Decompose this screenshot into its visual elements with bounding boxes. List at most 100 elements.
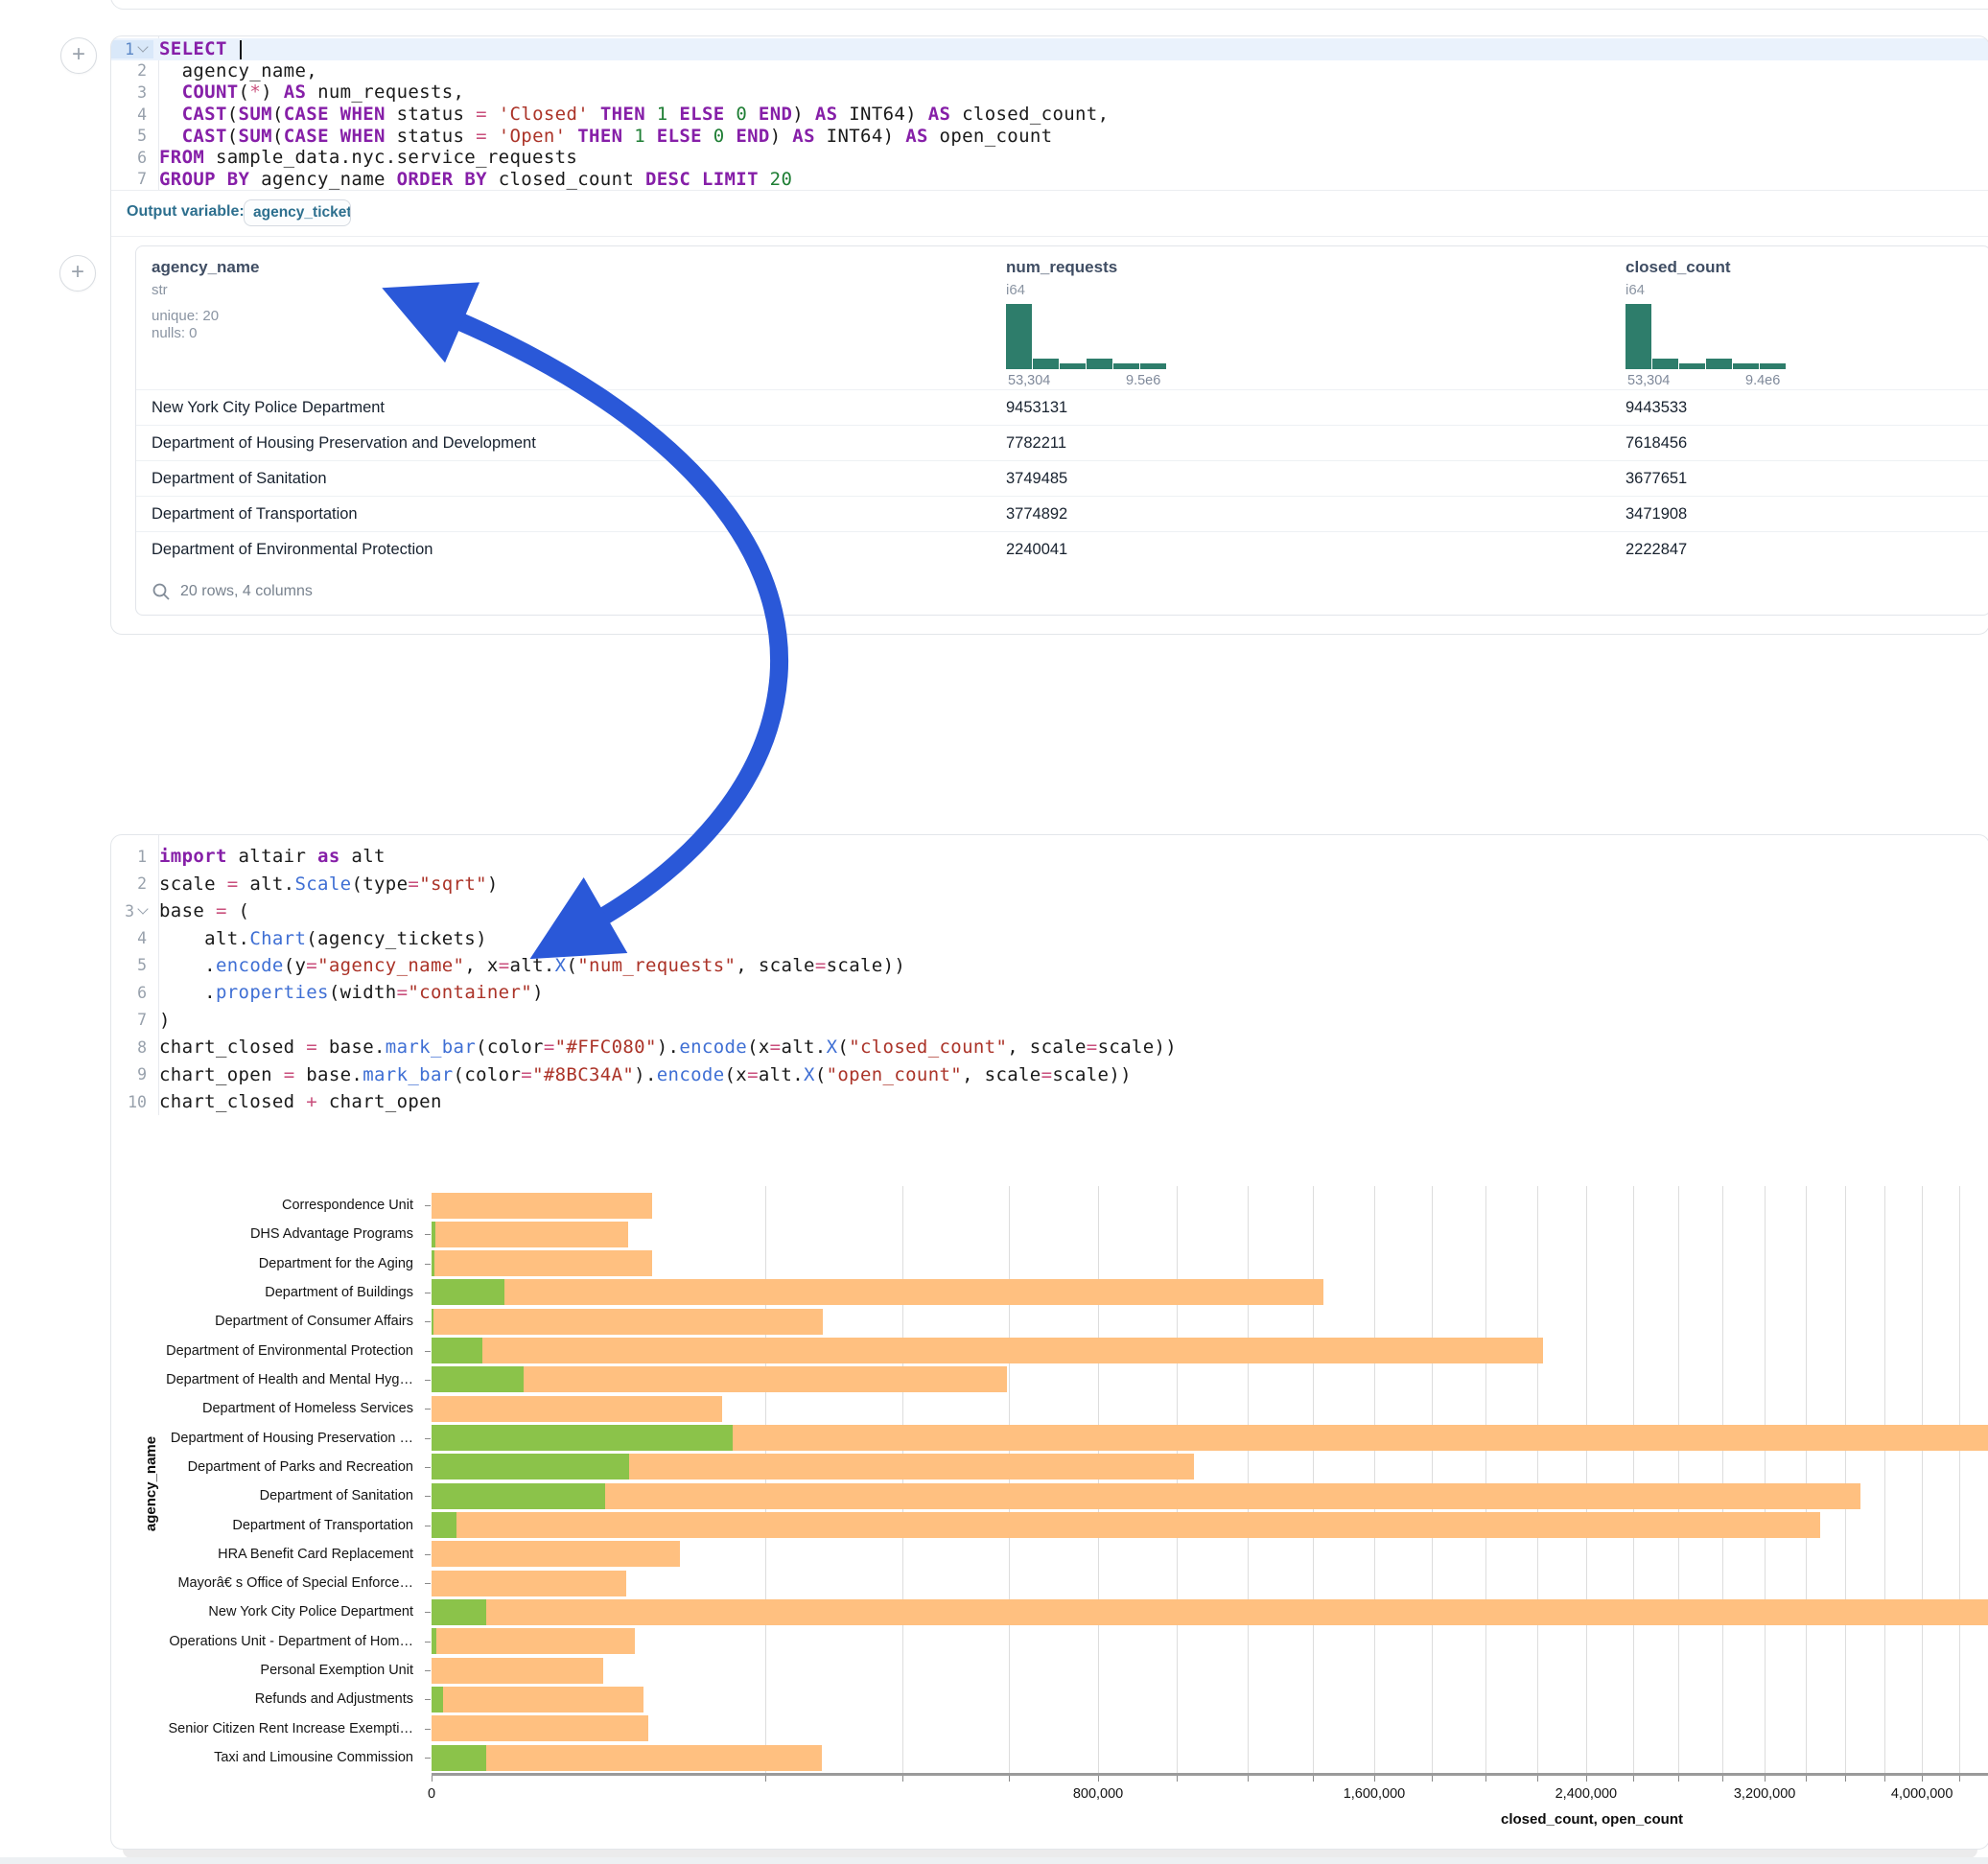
table-cell: 3749485 [1006,470,1068,487]
bar-open_count [432,1425,734,1452]
table-row[interactable]: New York City Police Department 9453131 94… [136,389,1988,426]
y-axis-tick [425,1234,431,1236]
x-axis-tick [1177,1776,1179,1782]
output-variable-pill[interactable]: agency_tickets [244,199,351,226]
bar-closed_count [432,1744,822,1771]
y-axis-label: Department of Consumer Affairs [215,1314,413,1330]
code-text: .encode(y="agency_name", x=alt.X("num_re… [159,954,906,976]
line-number: 9 [137,1065,147,1084]
column-meta: unique: 20 [152,308,220,324]
line-number: 2 [137,874,147,894]
table-row[interactable]: Department of Sanitation 3749485 3677651 [136,460,1988,497]
page-bottom-band [0,1857,1988,1864]
bar-closed_count [432,1250,652,1277]
y-axis-label: HRA Benefit Card Replacement [218,1546,413,1562]
bar-open_count [432,1744,487,1771]
table-row[interactable]: Department of Environmental Protection 22… [136,531,1988,568]
table-row[interactable]: Department of Housing Preservation and D… [136,425,1988,461]
y-axis-tick [425,1409,431,1410]
x-axis-label: 2,400,000 [1555,1786,1618,1802]
text-cursor [239,39,242,59]
y-axis-label: Department for the Aging [258,1255,413,1271]
column-meta: nulls: 0 [152,325,198,341]
x-axis-label: 4,000,000 [1890,1786,1953,1802]
histogram-min-label: 53,304 [1008,373,1051,388]
code-text: chart_open = base.mark_bar(color="#8BC34… [159,1063,1132,1085]
code-line: 8 chart_closed = base.mark_bar(color="#FF… [111,1034,1988,1060]
line-number: 5 [137,127,147,146]
x-axis-tick [1805,1776,1807,1782]
column-title: closed_count [1625,258,1731,276]
y-axis-label: Senior Citizen Rent Increase Exempti… [168,1720,413,1736]
code-line: 4 CAST(SUM(CASE WHEN status = 'Closed' T… [111,104,1988,126]
code-line: 2 agency_name, [111,60,1988,82]
column-histogram [1006,302,1166,369]
code-text: alt.Chart(agency_tickets) [159,927,487,949]
table-footer: 20 rows, 4 columns [136,574,1988,613]
y-axis-tick [425,1641,431,1643]
table-cell: Department of Sanitation [152,470,327,487]
line-number: 5 [137,956,147,975]
x-axis-tick [1845,1776,1847,1782]
bar-open_count [432,1221,436,1247]
column-type: i64 [1625,282,1646,298]
code-text: scale = alt.Scale(type="sqrt") [159,873,499,895]
gridline [1845,1186,1847,1773]
y-axis-label: Refunds and Adjustments [254,1691,413,1708]
python-code-editor[interactable]: 1 import altair as alt 2 scale = alt.Scale(… [111,835,1988,1116]
y-axis-tick [425,1350,431,1352]
table-row[interactable]: Department of Transportation 3774892 34719… [136,496,1988,532]
table-cell: 2240041 [1006,541,1068,558]
y-axis-label: Operations Unit - Department of Hom… [169,1633,413,1649]
previous-cell-edge [110,0,1988,10]
gridline [1922,1186,1924,1773]
y-axis-label: Department of Transportation [232,1517,413,1533]
histogram-min-label: 53,304 [1627,373,1671,388]
x-axis-tick [1373,1776,1375,1782]
code-text: import altair as alt [159,846,386,868]
y-axis-label: Department of Sanitation [259,1488,413,1504]
y-axis-tick [425,1612,431,1614]
fold-chevron-icon[interactable] [137,41,149,53]
code-text: SELECT [153,38,242,59]
table-cell: 3774892 [1006,505,1068,523]
y-axis-label: Department of Health and Mental Hyg… [166,1371,413,1387]
table-cell: 2222847 [1625,541,1688,558]
line-number: 10 [128,1092,147,1111]
altair-chart: 0 800,000 1,600,000 2,400,000 3,200,000 4,000… [111,1142,1988,1847]
sql-code-editor[interactable]: 1 SELECT 2 agency_name, 3 COUNT(*) AS num_… [111,36,1988,191]
bar-closed_count [432,1338,1543,1364]
code-text: COUNT(*) AS num_requests, [181,82,465,104]
bar-closed_count [432,1570,627,1596]
output-variable-label: Output variable: [127,203,245,220]
x-axis-tick [1098,1776,1100,1782]
sql-cell: 1 SELECT 2 agency_name, 3 COUNT(*) AS num_… [110,35,1988,635]
gridline [1805,1186,1807,1773]
next-cell-edge [123,1850,1977,1858]
fold-chevron-icon[interactable] [137,903,149,915]
bar-open_count [432,1308,434,1335]
y-axis-label: Correspondence Unit [281,1198,413,1213]
bar-closed_count [432,1598,1988,1625]
line-number: 8 [137,1037,147,1057]
code-text: CAST(SUM(CASE WHEN status = 'Closed' THE… [181,104,1110,126]
bar-open_count [432,1482,605,1509]
bar-closed_count [432,1715,649,1742]
bar-closed_count [432,1366,1007,1393]
gridline [1678,1186,1680,1773]
column-type: i64 [1006,282,1026,298]
bar-closed_count [432,1192,652,1219]
bar-open_count [432,1454,629,1480]
add-cell-button-top[interactable]: + [60,37,97,74]
line-number: 7 [137,170,147,189]
code-line: 3 base = ( [111,897,1988,924]
column-title: agency_name [152,258,260,276]
add-cell-button-middle[interactable]: + [59,255,96,291]
x-axis-label: 0 [427,1786,436,1802]
bar-open_count [432,1686,443,1713]
bar-closed_count [432,1308,824,1335]
bar-closed_count [432,1628,635,1655]
search-icon[interactable] [152,582,171,601]
x-axis-tick [1585,1776,1587,1782]
y-axis-label: Mayorâ€ s Office of Special Enforce… [177,1575,413,1592]
